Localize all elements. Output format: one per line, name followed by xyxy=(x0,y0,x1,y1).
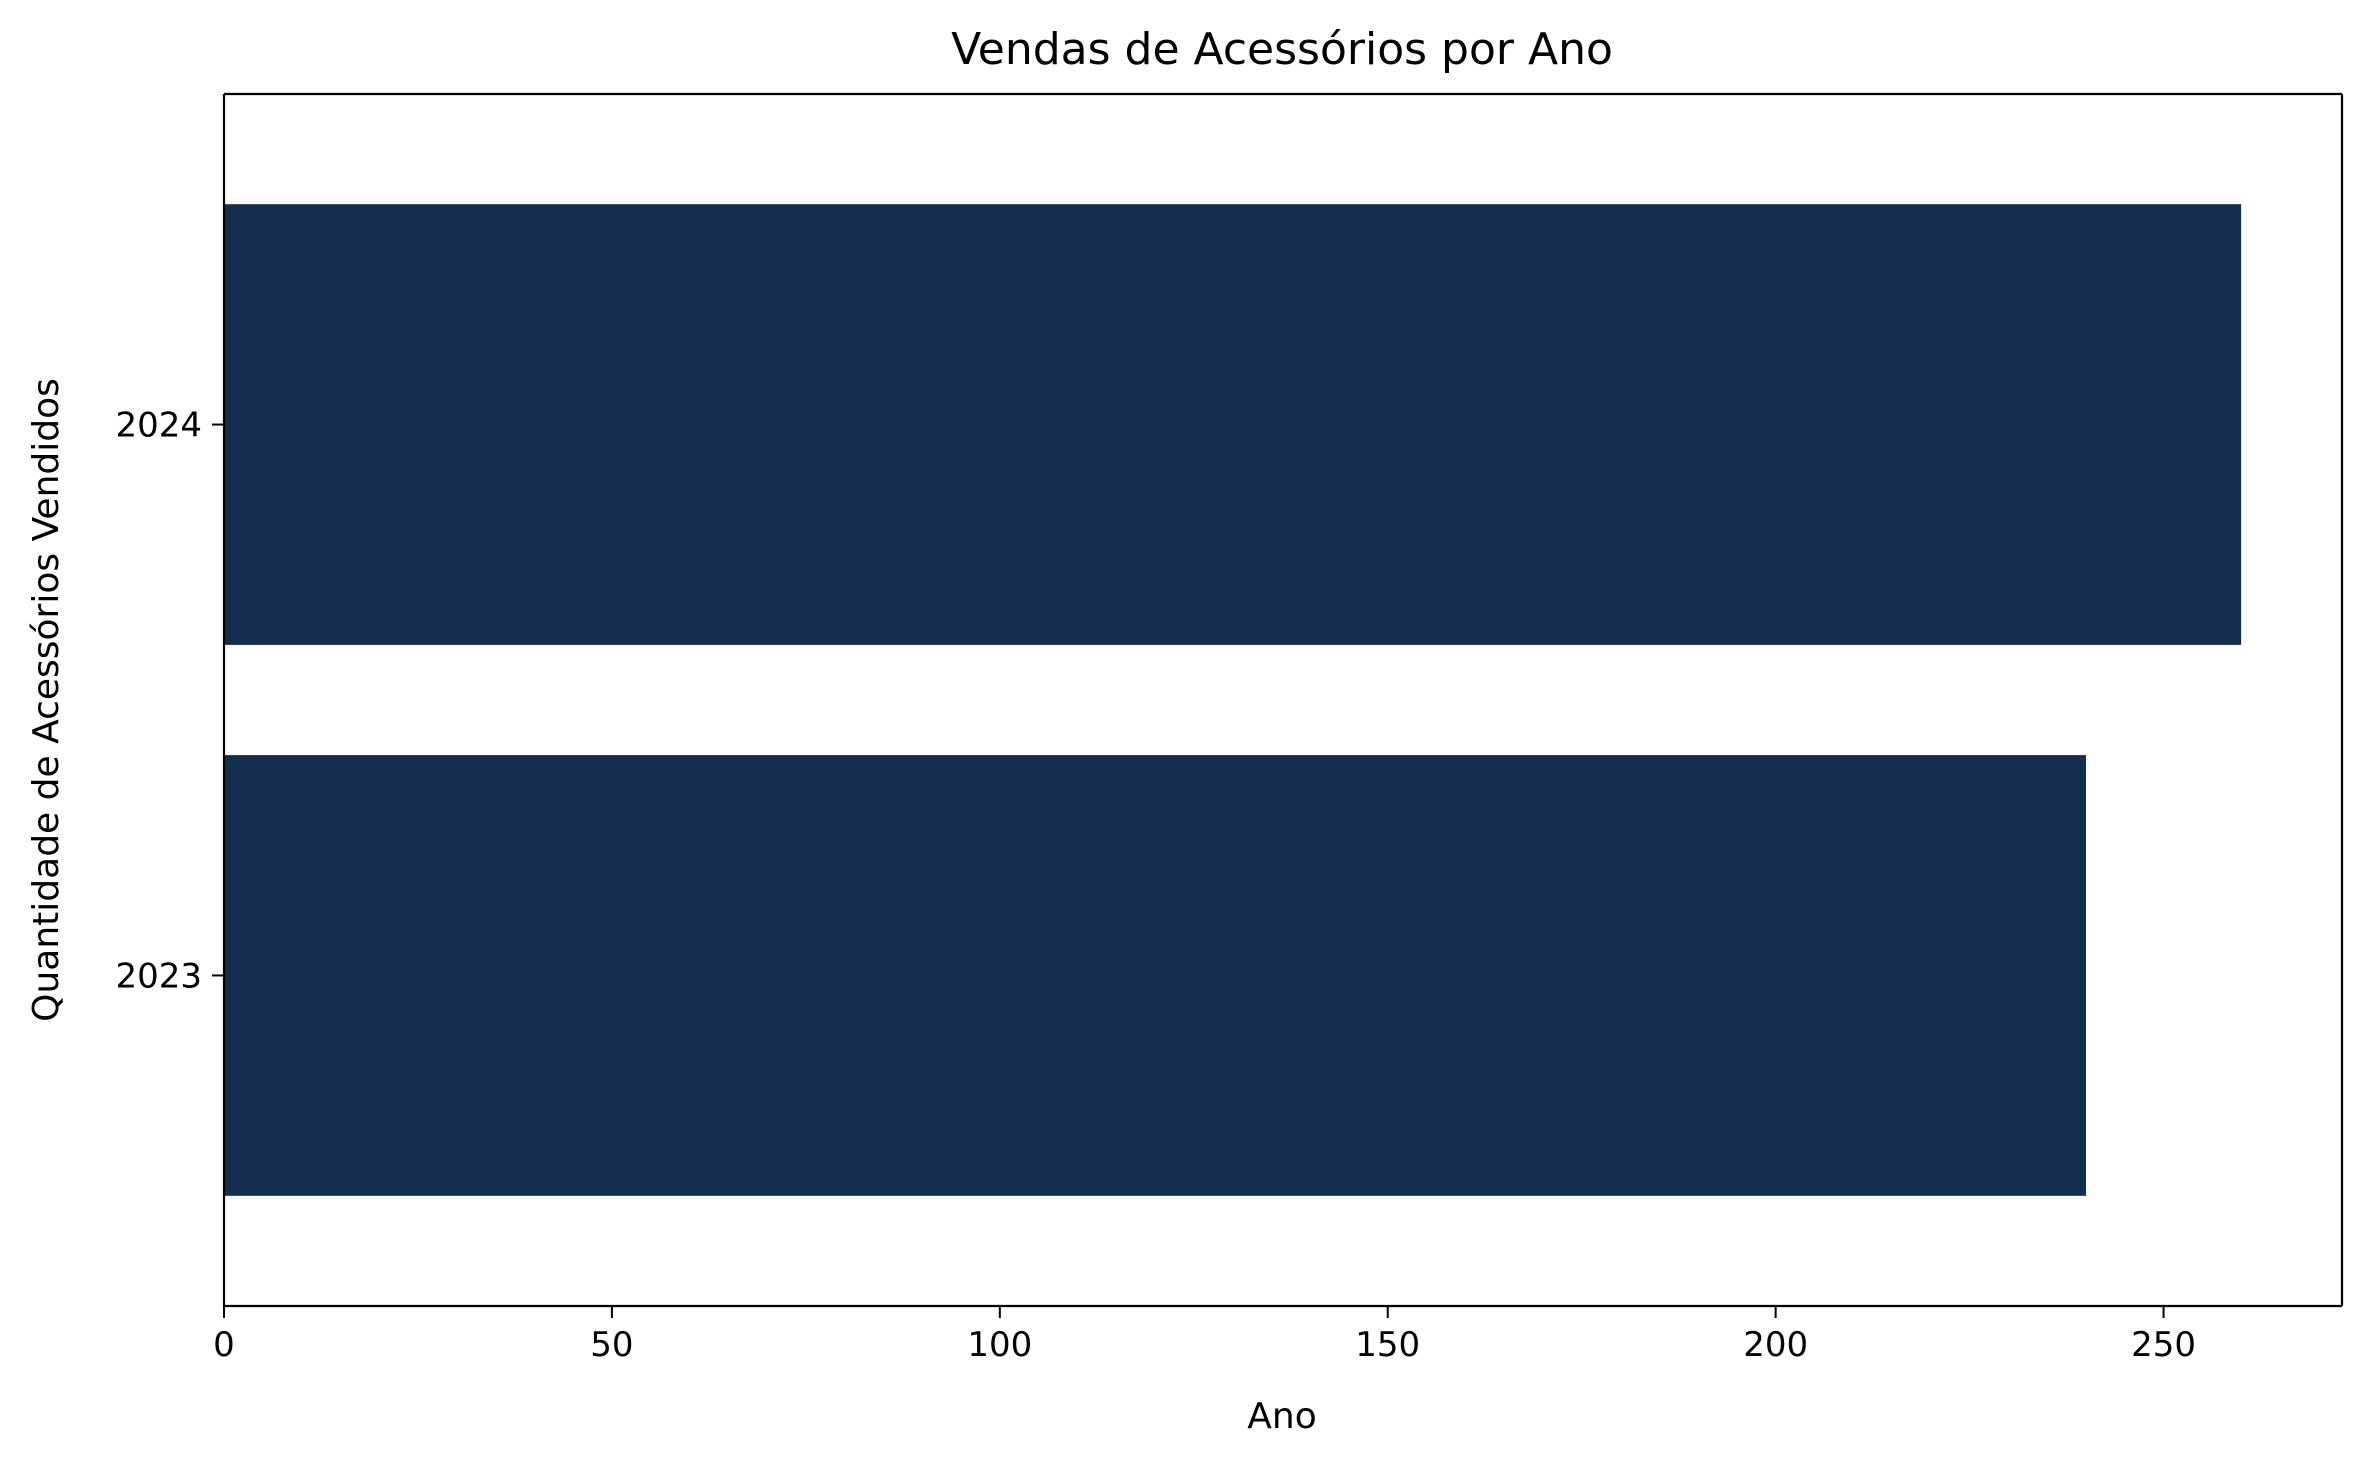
y-axis-label: Quantidade de Acessórios Vendidos xyxy=(26,378,67,1022)
bars-layer xyxy=(224,204,2242,1196)
bar-2024 xyxy=(224,204,2242,645)
axes-layer xyxy=(222,92,2344,1308)
x-tick-label: 150 xyxy=(1355,1325,1420,1365)
x-axis-label: Ano xyxy=(1247,1396,1316,1437)
x-tick-label: 200 xyxy=(1743,1325,1808,1365)
bar-2023 xyxy=(224,755,2086,1196)
chart-title: Vendas de Acessórios por Ano xyxy=(951,24,1613,75)
ticks-layer: 0 50 100 150 200 250 2023 2024 xyxy=(115,406,2196,1365)
x-tick-label: 100 xyxy=(967,1325,1032,1365)
y-tick-label: 2024 xyxy=(115,406,202,446)
y-tick-label: 2023 xyxy=(115,956,202,996)
x-tick-label: 250 xyxy=(2131,1325,2196,1365)
x-tick-label: 0 xyxy=(213,1325,235,1365)
x-tick-label: 50 xyxy=(590,1325,633,1365)
